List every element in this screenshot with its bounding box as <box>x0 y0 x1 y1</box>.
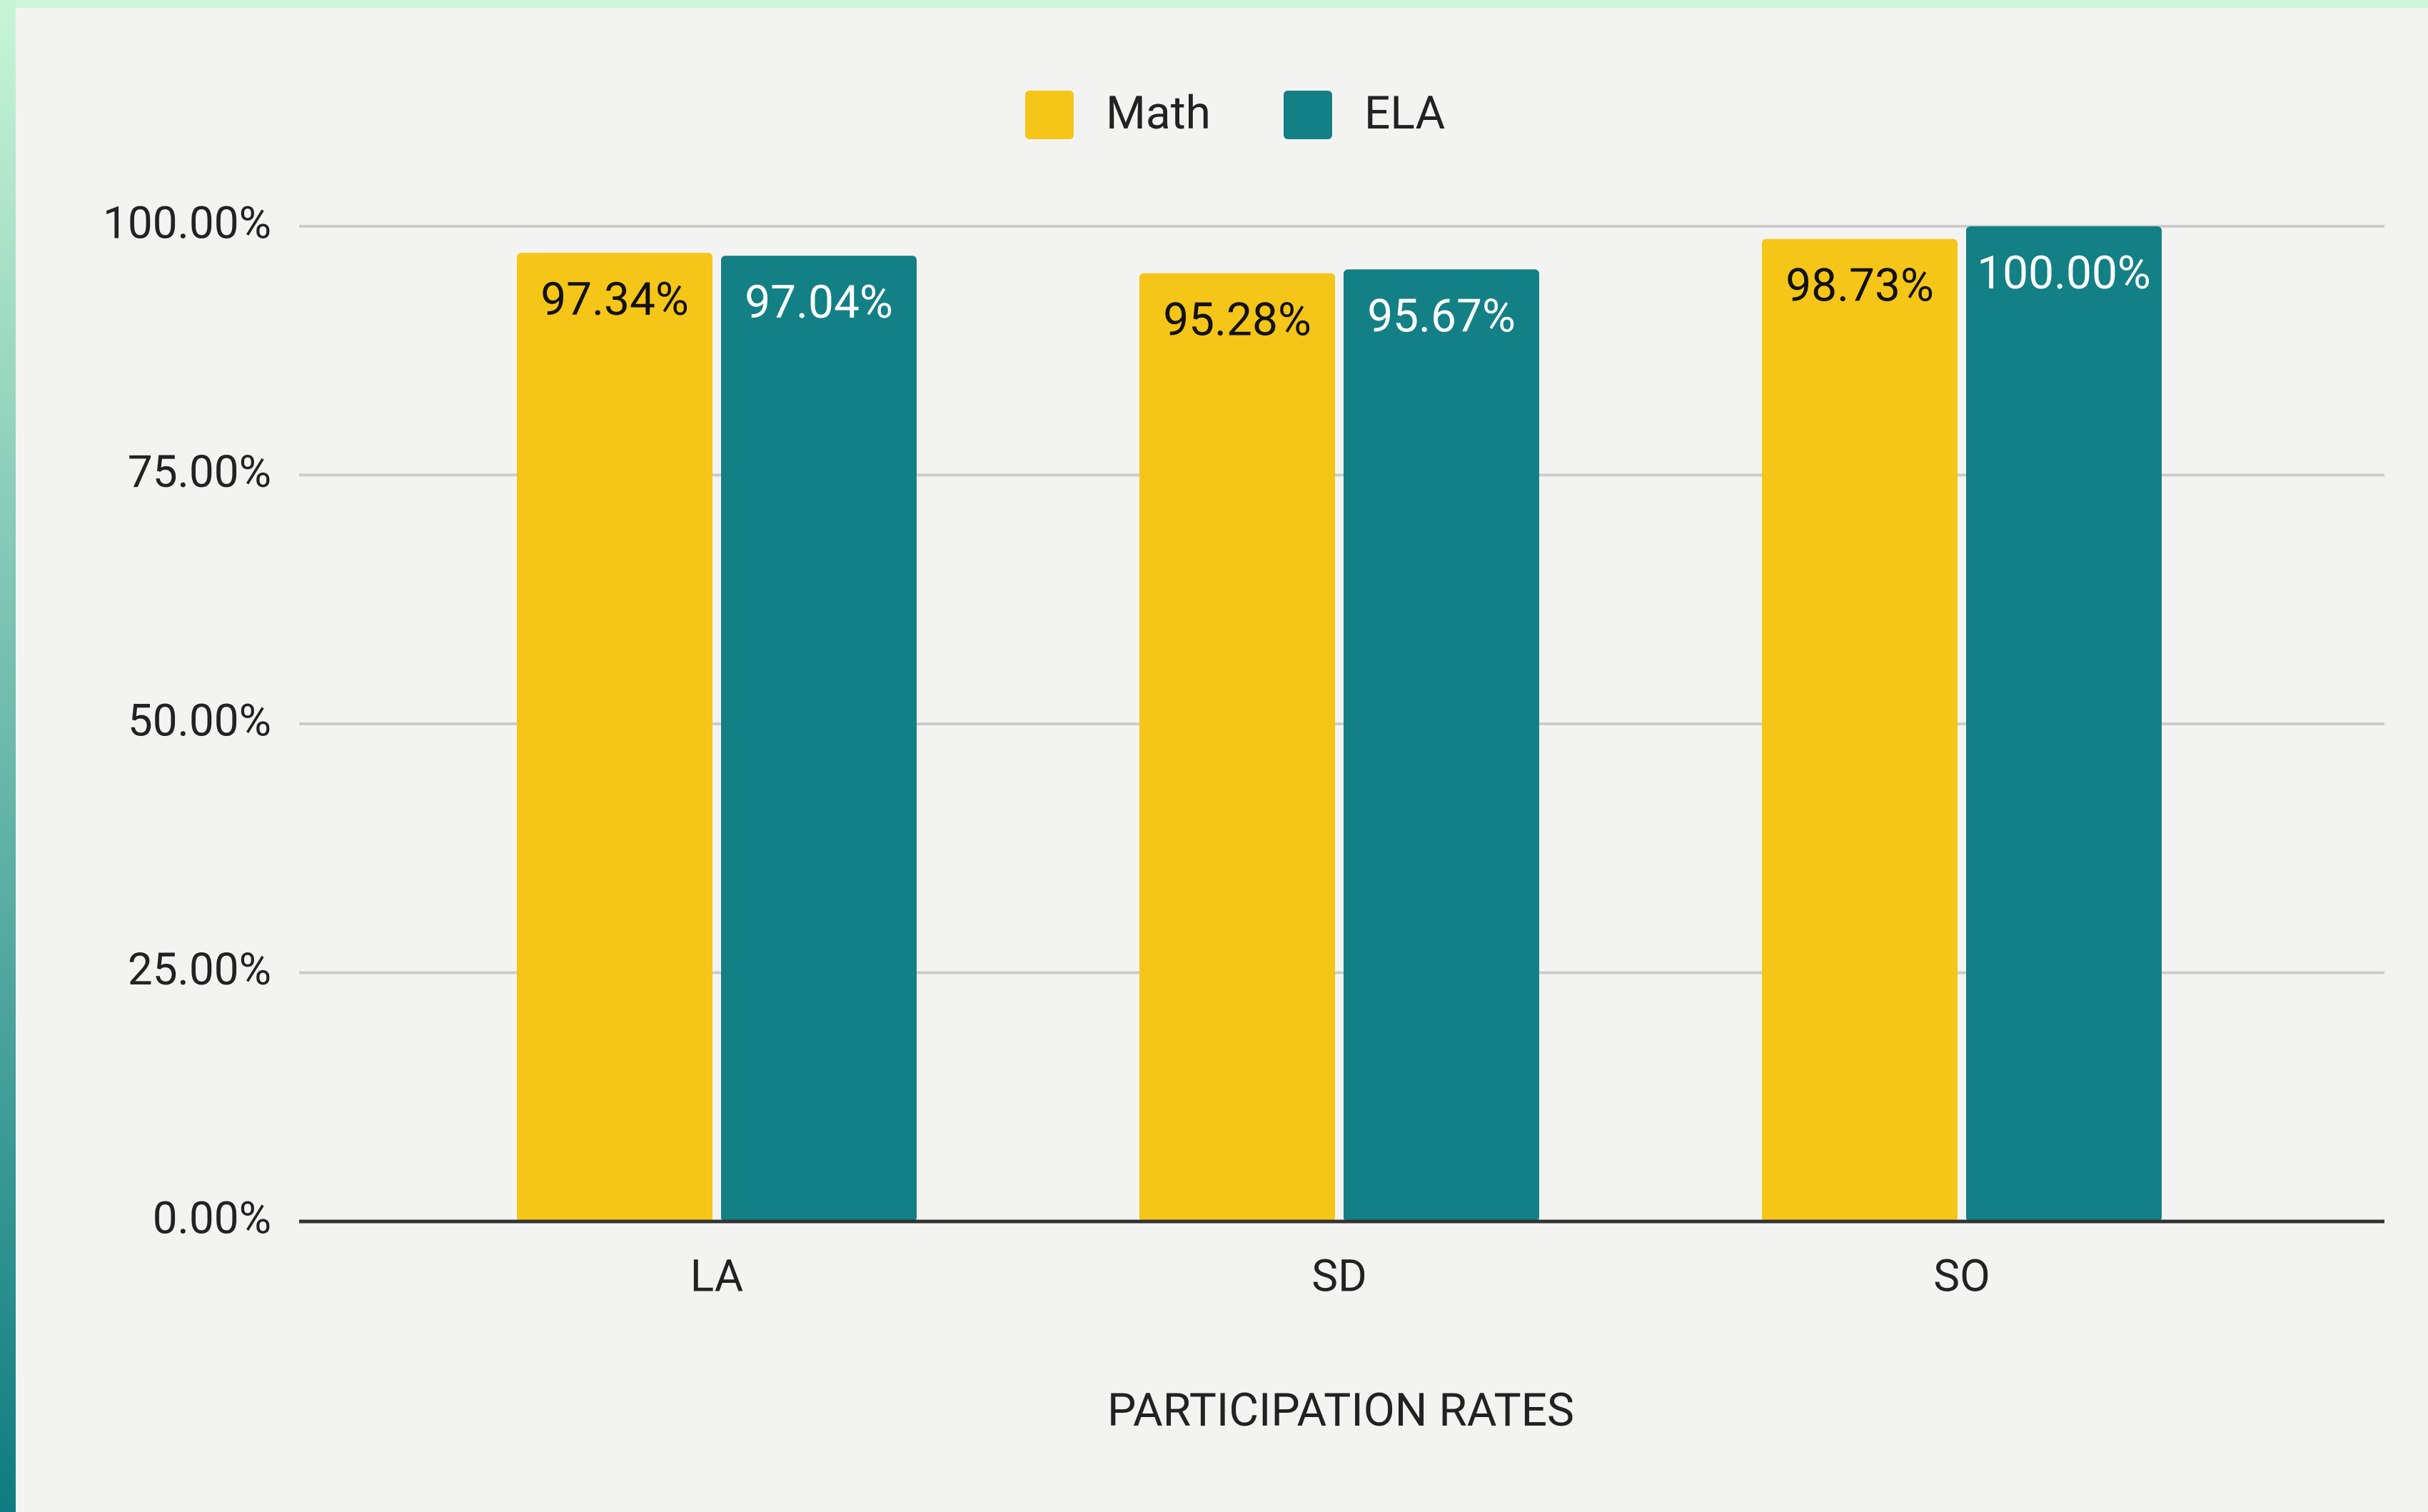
bar <box>1966 226 2162 1221</box>
bar <box>1344 269 1539 1221</box>
legend-label: Math <box>1106 86 1211 140</box>
y-tick-label: 100.00% <box>103 197 271 249</box>
y-tick-label: 0.00% <box>153 1192 271 1244</box>
y-tick-label: 75.00% <box>128 446 271 498</box>
data-label: 97.04% <box>745 276 893 329</box>
x-tick-label: SO <box>1933 1250 1990 1302</box>
legend-label: ELA <box>1364 86 1445 140</box>
data-label: 100.00% <box>1977 246 2151 300</box>
data-label: 98.73% <box>1785 259 1934 313</box>
y-tick-label: 50.00% <box>128 695 271 747</box>
x-tick-label: SD <box>1311 1250 1367 1302</box>
legend-swatch <box>1284 91 1332 139</box>
bar <box>517 253 712 1221</box>
data-label: 95.67% <box>1367 289 1516 343</box>
top-border <box>0 0 2428 8</box>
legend-swatch <box>1025 91 1074 139</box>
x-tick-label: LA <box>690 1250 743 1302</box>
data-label: 97.34% <box>540 273 689 326</box>
x-axis-title: PARTICIPATION RATES <box>1107 1384 1574 1437</box>
bar <box>721 256 917 1221</box>
left-border <box>0 0 16 1512</box>
bar <box>1762 238 1958 1221</box>
bar <box>1139 273 1335 1221</box>
y-tick-label: 25.00% <box>128 944 271 996</box>
data-label: 95.28% <box>1163 293 1311 347</box>
